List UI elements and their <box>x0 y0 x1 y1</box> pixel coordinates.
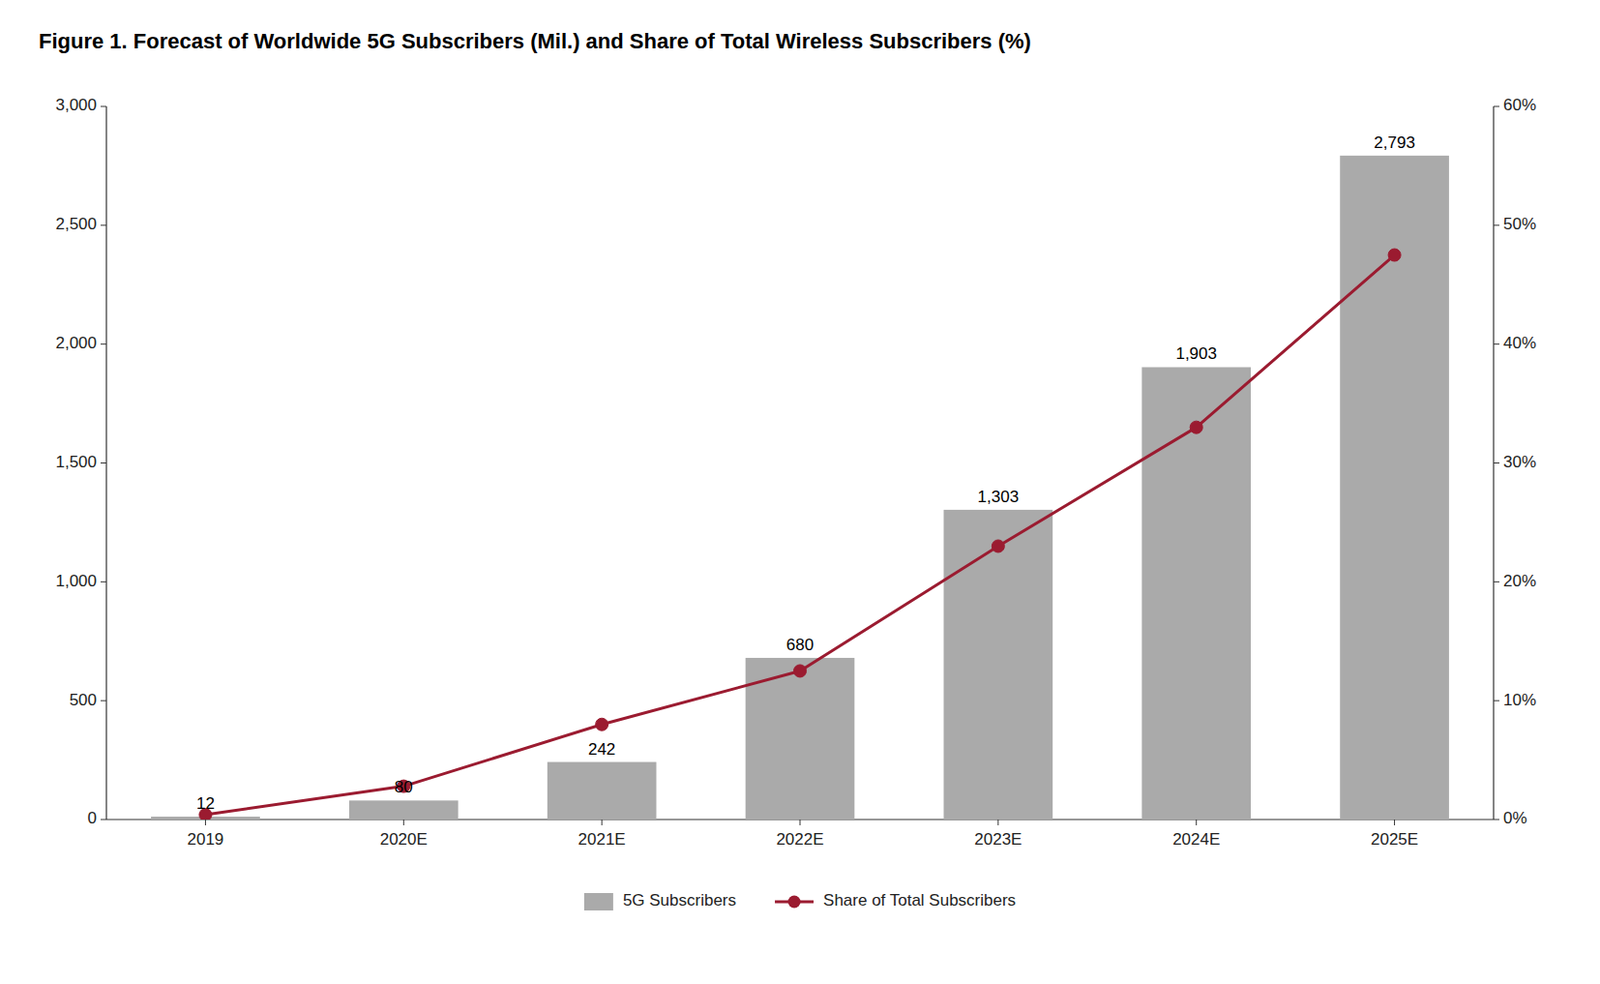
y-tick <box>100 343 107 345</box>
background <box>0 0 1600 984</box>
line-marker <box>794 664 807 678</box>
x-tick <box>997 819 999 826</box>
data-label: 12 <box>196 794 215 813</box>
data-labels: 12 80 242 680 1,303 1,903 2,793 <box>196 133 1416 813</box>
chart: Figure 1. Forecast of Worldwide 5G Subsc… <box>0 0 1600 984</box>
line <box>205 255 1394 816</box>
line-marker <box>1189 420 1203 434</box>
legend-item: Share of Total Subscribers <box>774 890 1016 910</box>
bar <box>944 509 1054 820</box>
data-label: 1,903 <box>1175 344 1217 363</box>
x-tick <box>1393 819 1395 826</box>
y2-tick <box>1493 581 1500 583</box>
x-tick-label: 2023E <box>974 829 1022 849</box>
legend-swatch <box>584 892 614 911</box>
legend: 5G Subscribers Share of Total Subscribers <box>584 890 1016 911</box>
data-label: 242 <box>588 740 616 759</box>
y2-tick-label: 20% <box>1503 571 1537 591</box>
bar <box>547 762 657 820</box>
x-tick <box>800 819 801 826</box>
legend-label: Share of Total Subscribers <box>823 890 1016 910</box>
line-marker <box>1388 248 1401 262</box>
x-tick <box>205 819 207 826</box>
bar <box>349 800 459 820</box>
y2-tick-label: 30% <box>1503 452 1537 472</box>
data-label: 680 <box>786 635 814 654</box>
y-tick <box>100 224 107 226</box>
line-marker <box>595 717 609 731</box>
data-label: 80 <box>394 777 414 797</box>
y2-tick-label: 40% <box>1503 333 1537 353</box>
y-tick-label: 1,500 <box>55 452 97 472</box>
y-tick-label: 500 <box>69 690 97 710</box>
y2-tick <box>1493 343 1500 345</box>
legend-marker <box>788 895 801 909</box>
y-tick <box>100 581 107 583</box>
page: {"chart_data": {"type": "bar", "title": … <box>0 0 1600 984</box>
bar <box>1141 366 1251 820</box>
y2-tick-label: 50% <box>1503 214 1537 234</box>
x-tick <box>1195 819 1197 826</box>
x-tick-label: 2024E <box>1172 829 1220 849</box>
x-tick-label: 2019 <box>187 829 225 849</box>
y-tick-label: 3,000 <box>55 95 97 115</box>
legend-item: 5G Subscribers <box>584 890 737 911</box>
y-tick-label: 2,000 <box>55 333 97 353</box>
title: Figure 1. Forecast of Worldwide 5G Subsc… <box>38 29 1032 54</box>
y-tick <box>100 462 107 464</box>
data-label: 2,793 <box>1373 133 1416 152</box>
y-tick <box>100 819 107 821</box>
y2-tick <box>1493 224 1500 226</box>
x-tick-label: 2025E <box>1370 829 1419 849</box>
y2-tick <box>1493 819 1500 821</box>
data-label: 1,303 <box>977 487 1020 506</box>
line-marker <box>991 539 1005 553</box>
x-tick <box>601 819 603 826</box>
y2-tick-label: 10% <box>1503 690 1537 710</box>
y2-tick-label: 0% <box>1503 808 1528 828</box>
x-tick-label: 2020E <box>380 829 428 849</box>
y-tick <box>100 700 107 702</box>
y2-tick-label: 60% <box>1503 95 1537 115</box>
y-tick <box>100 106 107 108</box>
y-tick-label: 1,000 <box>55 571 97 591</box>
legend-label: 5G Subscribers <box>622 890 737 910</box>
x-tick-label: 2022E <box>775 829 824 849</box>
y-tick-label: 0 <box>88 808 97 828</box>
x-tick-label: 2021E <box>578 829 626 849</box>
y2-tick <box>1493 106 1500 108</box>
y-tick-label: 2,500 <box>55 214 97 234</box>
plot-area <box>150 155 1450 820</box>
y2-tick <box>1493 700 1500 702</box>
bar <box>1339 155 1450 820</box>
x-tick <box>403 819 405 826</box>
y2-tick <box>1493 462 1500 464</box>
